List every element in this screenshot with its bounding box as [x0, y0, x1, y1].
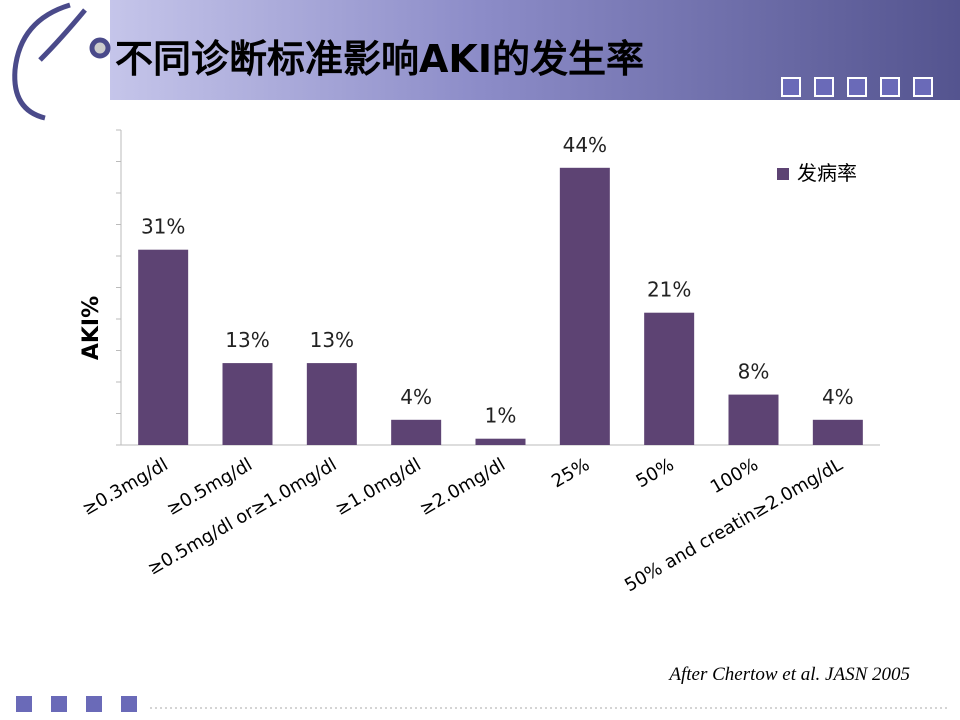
- legend-label: 发病率: [797, 161, 857, 185]
- x-tick-label: 25%: [548, 454, 593, 492]
- bar: [728, 394, 779, 445]
- bar: [306, 363, 357, 445]
- data-label: 21%: [647, 278, 691, 302]
- data-label: 4%: [400, 385, 432, 409]
- x-tick-label: 50%: [633, 454, 678, 492]
- bar: [222, 363, 273, 445]
- source-note: After Chertow et al. JASN 2005: [667, 664, 910, 685]
- bar: [812, 419, 863, 445]
- data-label: 8%: [738, 360, 770, 384]
- data-label: 44%: [563, 133, 607, 157]
- data-label: 1%: [485, 404, 517, 428]
- y-axis-label: AKI%: [79, 296, 104, 360]
- bar: [559, 167, 610, 446]
- slide-title: 不同诊断标准影响AKI的发生率: [115, 37, 644, 81]
- icon-backdrop: [0, 0, 110, 130]
- data-label: 13%: [310, 328, 354, 352]
- x-tick-label: ≥0.3mg/dl: [79, 454, 172, 520]
- legend-swatch: [777, 168, 789, 180]
- bar: [391, 419, 442, 445]
- x-tick-label: ≥1.0mg/dl: [332, 454, 425, 520]
- stethoscope-icon: [12, 2, 111, 121]
- data-label: 4%: [822, 385, 854, 409]
- bar: [644, 312, 695, 445]
- data-label: 13%: [225, 328, 269, 352]
- cube-decoration: [14, 77, 933, 714]
- x-tick-label: ≥2.0mg/dl: [416, 454, 509, 520]
- x-tick-label: 100%: [707, 454, 762, 498]
- bar: [138, 249, 189, 445]
- bar: [475, 438, 526, 445]
- data-label: 31%: [141, 215, 185, 239]
